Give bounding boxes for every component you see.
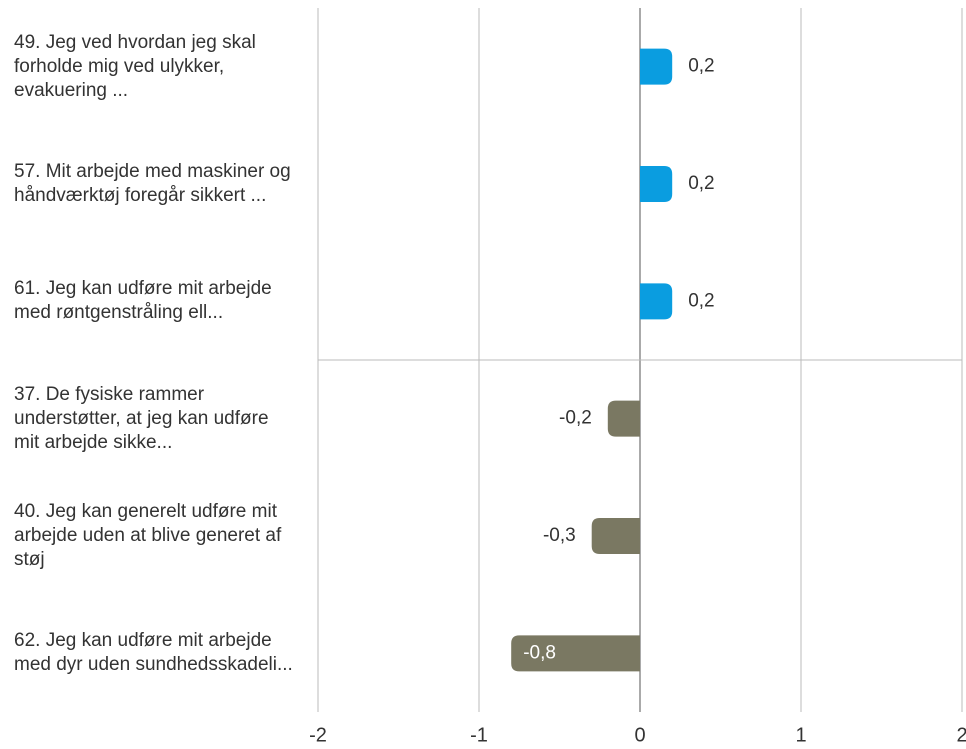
bar [640, 283, 673, 320]
category-label: 40. Jeg kan generelt udføre mit arbejde … [14, 501, 282, 570]
bar [640, 166, 673, 202]
x-tick-label: 1 [795, 724, 806, 746]
category-label: 57. Mit arbejde med maskiner og håndværk… [14, 161, 291, 206]
bar [640, 48, 673, 85]
data-label: -0,3 [543, 525, 576, 546]
data-label: 0,2 [688, 56, 714, 77]
category-label: 62. Jeg kan udføre mit arbejde med dyr u… [14, 630, 293, 676]
category-label: 61. Jeg kan udføre mit arbejde med røntg… [14, 278, 272, 324]
bar [511, 635, 640, 672]
x-tick-label: -2 [309, 724, 327, 746]
category-label: 49. Jeg ved hvordan jeg skal forholde mi… [14, 31, 256, 101]
bar [591, 518, 640, 554]
category-label: 37. De fysiske rammer understøtter, at j… [14, 383, 269, 453]
x-tick-label: -1 [470, 724, 488, 746]
x-tick-label: 2 [956, 724, 966, 746]
data-label: 0,2 [688, 173, 714, 194]
data-label: 0,2 [688, 290, 714, 311]
x-tick-label: 0 [634, 724, 645, 746]
data-label: -0,2 [559, 408, 592, 429]
bar [607, 400, 640, 437]
data-label: -0,8 [523, 642, 556, 663]
